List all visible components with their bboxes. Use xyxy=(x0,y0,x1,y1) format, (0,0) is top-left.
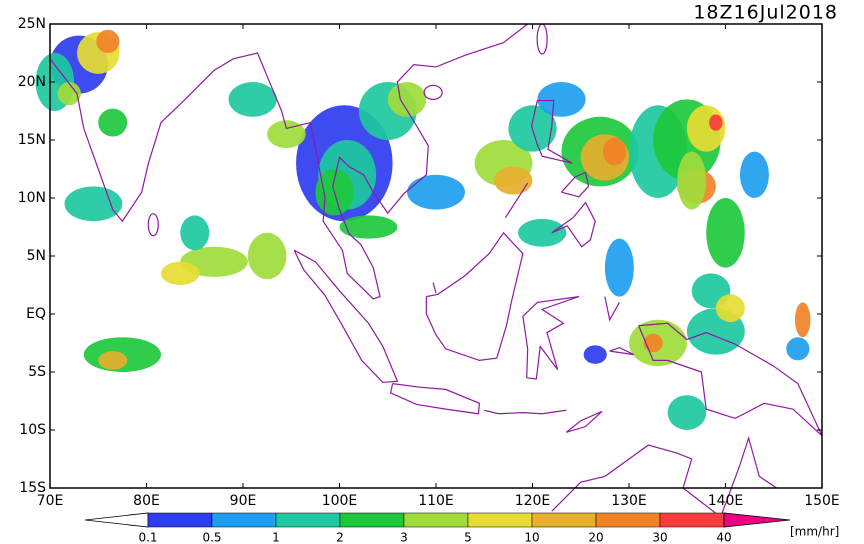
coastline xyxy=(147,213,159,237)
colorbar-segment xyxy=(403,512,469,528)
rain-area xyxy=(98,108,128,137)
rain-area xyxy=(160,261,200,285)
coastline xyxy=(604,296,620,322)
rain-area xyxy=(339,215,398,239)
rain-area xyxy=(228,82,277,117)
rain-area xyxy=(786,337,810,361)
colorbar-label: 30 xyxy=(652,531,667,544)
colorbar-segment xyxy=(147,512,213,528)
rain-area xyxy=(387,82,427,117)
lon-label: 120E xyxy=(515,493,551,509)
colorbar-label: 3 xyxy=(400,531,408,544)
rain-area xyxy=(706,198,745,268)
rain-area xyxy=(493,166,533,195)
lat-label: 15N xyxy=(18,132,46,148)
rain-area xyxy=(96,29,120,53)
rain-area xyxy=(518,218,567,247)
colorbar-under xyxy=(84,512,149,528)
coastlines xyxy=(49,23,823,518)
coastline xyxy=(432,282,437,294)
lat-label: 15S xyxy=(19,480,46,496)
map-title: 18Z16Jul2018 xyxy=(693,2,838,24)
colorbar-segment xyxy=(211,512,277,528)
lon-label: 70E xyxy=(37,493,64,509)
colorbar-label: 10 xyxy=(524,531,539,544)
coastline xyxy=(389,383,481,415)
coastline xyxy=(536,23,548,55)
coastline xyxy=(504,182,529,219)
rain-area xyxy=(604,238,634,297)
lon-label: 100E xyxy=(322,493,358,509)
lon-label: 130E xyxy=(611,493,647,509)
coastline xyxy=(49,23,529,300)
rain-area xyxy=(677,151,707,210)
colorbar-segment xyxy=(275,512,341,528)
colorbar-segment xyxy=(531,512,597,528)
lat-label: 10S xyxy=(19,422,46,438)
colorbar: 0.1 0.5 1 2 3 5 10 20 30 40 xyxy=(84,512,791,544)
lat-label: 5S xyxy=(28,364,46,380)
colorbar-label: 5 xyxy=(464,531,472,544)
lat-label: 5N xyxy=(27,248,46,264)
coastline xyxy=(484,409,567,415)
lon-label: 110E xyxy=(418,493,454,509)
rain-area xyxy=(715,294,745,323)
rain-area xyxy=(537,82,586,117)
rain-area xyxy=(247,232,287,280)
colorbar-segment xyxy=(467,512,533,528)
precipitation-field xyxy=(35,29,811,430)
colorbar-label: 20 xyxy=(588,531,603,544)
colorbar-segment xyxy=(659,512,725,528)
colorbar-segment xyxy=(595,512,661,528)
coastline xyxy=(609,346,635,356)
rain-area xyxy=(739,151,769,198)
rain-area xyxy=(98,351,128,370)
lat-label: 20N xyxy=(18,74,46,90)
colorbar-label: 1 xyxy=(272,531,280,544)
coastline xyxy=(551,436,777,518)
lon-label: 140E xyxy=(708,493,744,509)
lat-label: 25N xyxy=(18,16,46,32)
coastline xyxy=(293,249,399,384)
colorbar-unit: [mm/hr] xyxy=(790,525,839,539)
colorbar-label: 40 xyxy=(716,531,731,544)
rain-area xyxy=(64,186,123,222)
colorbar-over xyxy=(723,512,791,528)
rain-area xyxy=(709,114,723,131)
map-frame xyxy=(49,23,823,489)
rain-area xyxy=(602,137,627,166)
coastline xyxy=(561,171,590,198)
colorbar-label: 2 xyxy=(336,531,344,544)
rain-area xyxy=(667,395,707,430)
rain-area xyxy=(407,174,465,210)
rain-area xyxy=(267,120,306,149)
lat-label: EQ xyxy=(26,306,46,322)
lon-label: 90E xyxy=(230,493,257,509)
lon-label: 80E xyxy=(133,493,160,509)
colorbar-label: 0.5 xyxy=(202,531,221,544)
coastline xyxy=(530,99,573,164)
coastline xyxy=(423,84,443,101)
rain-area xyxy=(180,215,210,251)
rain-area xyxy=(57,82,81,106)
coastline xyxy=(551,201,596,248)
lon-label: 150E xyxy=(804,493,840,509)
coastline xyxy=(522,296,580,380)
coastline xyxy=(638,322,823,437)
coastline xyxy=(425,231,524,362)
rain-area xyxy=(794,302,811,338)
coastline xyxy=(565,410,603,433)
lat-label: 10N xyxy=(18,190,46,206)
colorbar-label: 0.1 xyxy=(138,531,157,544)
colorbar-segment xyxy=(339,512,405,528)
rain-area xyxy=(583,345,607,364)
